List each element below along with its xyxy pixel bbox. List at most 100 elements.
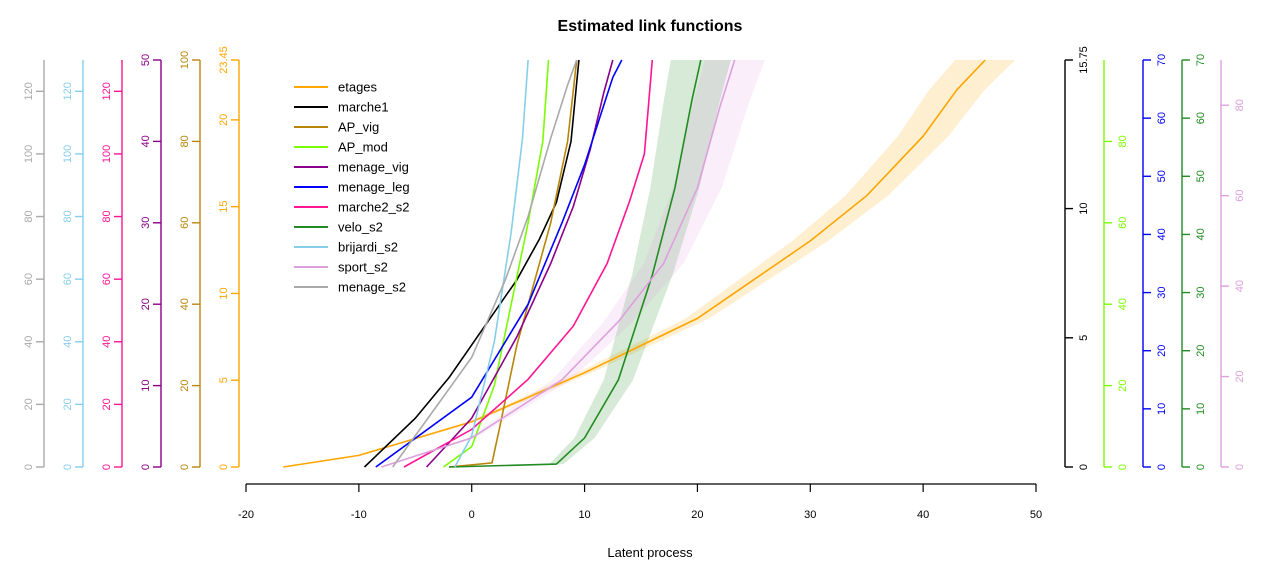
y-tick-label: 100: [101, 145, 113, 163]
y-tick-label: 0: [23, 464, 35, 470]
legend-item-velo-s2: velo_s2: [294, 220, 383, 235]
y-tick-label: 0: [218, 464, 230, 470]
legend-label: menage_vig: [338, 160, 409, 175]
y-tick-label: 10: [140, 379, 152, 391]
y-tick-label: 80: [62, 210, 74, 222]
y-tick-label: 30: [140, 217, 152, 229]
y-tick-label: 0: [179, 464, 191, 470]
series-line-marche1: [363, 59, 580, 468]
y-tick-label: 80: [23, 210, 35, 222]
y-tick-label: 120: [23, 82, 35, 100]
y-tick-label: 40: [101, 336, 113, 348]
legend-label: AP_mod: [338, 140, 388, 155]
x-tick-label: -10: [351, 509, 367, 521]
legend-item-marche1: marche1: [294, 100, 389, 115]
y-axis: 0 10 20 30 40 50 60 70: [1142, 54, 1168, 470]
legend-item-marche2-s2: marche2_s2: [294, 200, 410, 215]
x-tick-label: 50: [1030, 509, 1042, 521]
x-axis-label: Latent process: [607, 545, 693, 560]
legend-label: marche2_s2: [338, 200, 410, 215]
legend-label: menage_leg: [338, 180, 410, 195]
y-tick-label: 100: [179, 51, 191, 69]
y-tick-label: 20: [101, 398, 113, 410]
y-tick-label: 60: [101, 273, 113, 285]
y-tick-label: 20: [179, 379, 191, 391]
y-tick-label: 30: [1156, 286, 1168, 298]
legend: etages marche1 AP_vig AP_mod menage_vigmenag…: [294, 80, 410, 295]
y-tick-label: 60: [1195, 112, 1207, 124]
y-tick-label: 0: [1117, 464, 1129, 470]
y-tick-label: 0: [101, 464, 113, 470]
y-tick-label: 60: [1234, 190, 1246, 202]
ci-band-velo-s2: [447, 60, 731, 467]
y-tick-label: 100: [23, 145, 35, 163]
legend-item-ap-vig: AP_vig: [294, 120, 379, 135]
confidence-bands: [281, 60, 1016, 467]
y-tick-label: 120: [101, 82, 113, 100]
series-line-ap-mod: [443, 59, 550, 468]
series-line-etages: [283, 59, 986, 468]
y-tick-label: 0: [1195, 464, 1207, 470]
legend-item-menage-leg: menage_leg: [294, 180, 410, 195]
y-tick-label: 20: [1234, 370, 1246, 382]
x-tick-label: 30: [804, 509, 816, 521]
y-axis: 0 20 40 60 80 100: [179, 51, 201, 470]
y-tick-label: 30: [1195, 286, 1207, 298]
y-tick-label: 70: [1156, 54, 1168, 66]
y-tick-label: 60: [1117, 217, 1129, 229]
legend-item-etages: etages: [294, 80, 378, 95]
y-axis: 0 20 40 60 80 100 120: [23, 60, 45, 470]
y-axis: 0 20 40 60 80 100 120: [62, 60, 84, 470]
y-tick-label: 10: [1195, 403, 1207, 415]
y-tick-label: 15.75: [1078, 46, 1090, 74]
y-tick-label: 20: [23, 398, 35, 410]
y-tick-label: 0: [1078, 464, 1090, 470]
y-tick-label: 60: [23, 273, 35, 285]
y-tick-label: 80: [1117, 135, 1129, 147]
y-tick-label: 40: [23, 336, 35, 348]
x-tick-label: 0: [469, 509, 475, 521]
y-tick-label: 80: [179, 135, 191, 147]
y-tick-label: 20: [62, 398, 74, 410]
legend-label: velo_s2: [338, 220, 383, 235]
y-axis: 0 20 40 60 80: [1103, 60, 1129, 470]
x-axis: -20 -10 0 10 20 30 40 50: [238, 483, 1042, 521]
series-line-velo-s2: [449, 59, 702, 468]
y-axis: 0 20 40 60 80 100 120: [101, 60, 123, 470]
y-tick-label: 20: [140, 298, 152, 310]
y-axis: 0 20 40 60 80: [1220, 60, 1246, 470]
legend-label: marche1: [338, 100, 389, 115]
x-tick-label: -20: [238, 509, 254, 521]
legend-item-menage-s2: menage_s2: [294, 280, 406, 295]
y-axis: 0 5 10 15 20 23.45: [218, 46, 240, 470]
series-line-menage-leg: [375, 59, 623, 468]
y-tick-label: 40: [1156, 228, 1168, 240]
y-tick-label: 40: [140, 135, 152, 147]
legend-item-ap-mod: AP_mod: [294, 140, 388, 155]
y-tick-label: 70: [1195, 54, 1207, 66]
legend-label: etages: [338, 80, 378, 95]
legend-item-brijardi-s2: brijardi_s2: [294, 240, 398, 255]
y-tick-label: 15: [218, 201, 230, 213]
y-tick-label: 0: [62, 464, 74, 470]
y-tick-label: 40: [1195, 228, 1207, 240]
legend-label: AP_vig: [338, 120, 379, 135]
legend-item-sport-s2: sport_s2: [294, 260, 388, 275]
y-tick-label: 20: [1117, 379, 1129, 391]
series-line-marche2-s2: [403, 59, 654, 468]
y-tick-label: 120: [62, 82, 74, 100]
series-lines: [283, 59, 986, 468]
y-tick-label: 0: [140, 464, 152, 470]
y-tick-label: 5: [218, 377, 230, 383]
y-tick-label: 40: [179, 298, 191, 310]
y-tick-label: 10: [218, 287, 230, 299]
x-tick-label: 20: [691, 509, 703, 521]
y-axis: 0 10 20 30 40 50: [140, 54, 162, 470]
y-tick-label: 100: [62, 145, 74, 163]
y-tick-label: 40: [1117, 298, 1129, 310]
y-tick-label: 60: [62, 273, 74, 285]
legend-label: brijardi_s2: [338, 240, 398, 255]
x-tick-label: 40: [917, 509, 929, 521]
y-tick-label: 50: [1195, 170, 1207, 182]
